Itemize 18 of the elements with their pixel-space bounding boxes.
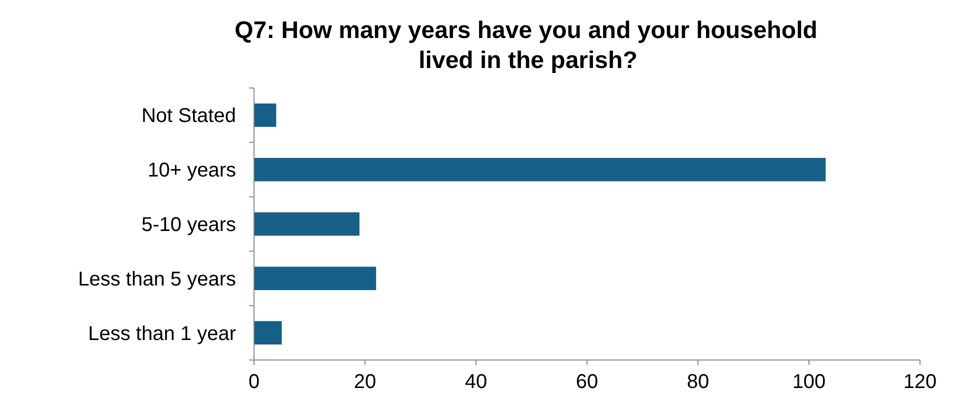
bar xyxy=(254,321,282,344)
chart-title: Q7: How many years have you and your household lived in the parish? xyxy=(234,17,818,74)
y-tick-label: 10+ years xyxy=(148,160,236,182)
y-tick-label: Less than 5 years xyxy=(78,268,236,290)
y-tick-label: Not Stated xyxy=(141,105,236,128)
x-tick-label: 40 xyxy=(464,371,488,393)
x-tick-label: 0 xyxy=(248,371,260,393)
x-tick-label: 60 xyxy=(576,371,598,393)
bar xyxy=(254,104,276,127)
x-tick-label: 100 xyxy=(792,371,826,393)
x-tick-label: 120 xyxy=(903,371,937,393)
y-tick-label: 5-10 years xyxy=(142,214,236,236)
x-tick-label: 20 xyxy=(354,371,376,393)
bar xyxy=(254,266,376,290)
x-tick-label: 80 xyxy=(686,371,710,393)
bar xyxy=(254,212,360,236)
bar xyxy=(254,158,826,182)
y-tick-label: Less than 1 year xyxy=(88,322,236,345)
